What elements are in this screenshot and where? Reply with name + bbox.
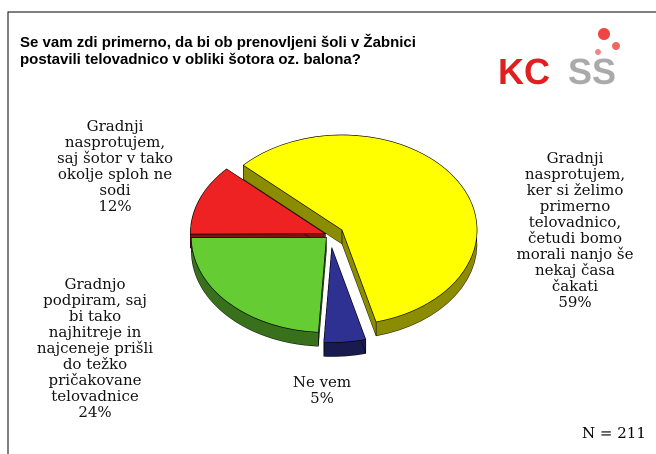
logo: SS (568, 51, 616, 92)
value-label: 12% (98, 197, 132, 215)
value-label: 5% (310, 389, 334, 407)
category-label: Ne vem (292, 373, 352, 391)
logo-bubble (595, 49, 601, 55)
logo-bubble (598, 28, 610, 40)
chart-title: Se vam zdi primerno, da bi ob prenovljen… (20, 34, 416, 68)
category-label: Gradnji nasprotujem, ker si želimo prime… (516, 149, 634, 295)
value-label: 59% (558, 293, 592, 311)
slice (242, 134, 478, 323)
logo: KC (498, 51, 550, 92)
slice-label: Ne vem 5% (262, 374, 382, 406)
slice (190, 168, 327, 235)
slice-label: Gradnjo podpiram, saj bi tako najhitreje… (20, 276, 170, 420)
logo-bubble (612, 42, 620, 50)
annotation: N = 211 (582, 424, 646, 442)
slice (191, 237, 327, 333)
category-label: Gradnjo podpiram, saj bi tako najhitreje… (36, 275, 154, 405)
value-label: 24% (78, 403, 112, 421)
category-label: Gradnji nasprotujem, saj šotor v tako ok… (56, 117, 174, 199)
slice (323, 247, 367, 343)
slice-label: Gradnji nasprotujem, ker si želimo prime… (500, 150, 650, 310)
slice-label: Gradnji nasprotujem, saj šotor v tako ok… (40, 118, 190, 214)
frame (7, 11, 656, 454)
